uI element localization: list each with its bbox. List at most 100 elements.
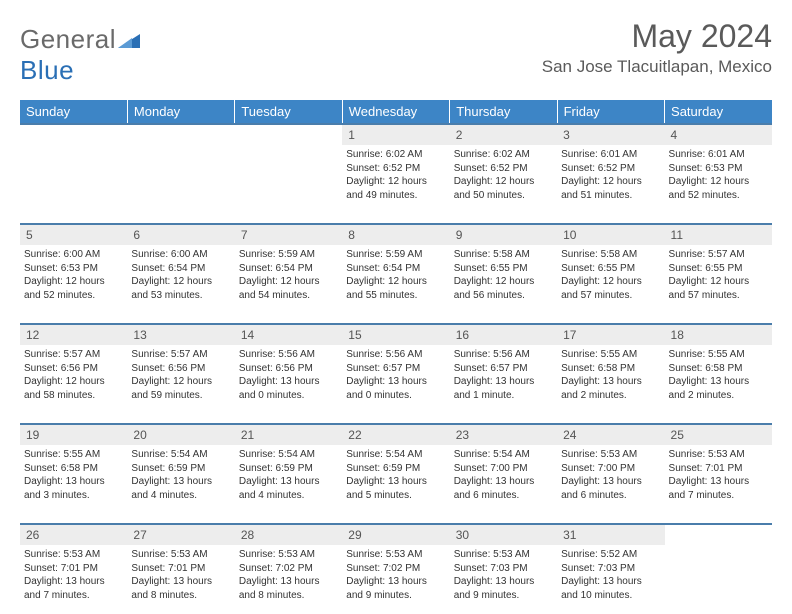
calendar-day-cell: 5Sunrise: 6:00 AMSunset: 6:53 PMDaylight… <box>20 224 127 314</box>
day-details: Sunrise: 5:53 AMSunset: 7:01 PMDaylight:… <box>665 445 772 506</box>
day-of-week-header: Friday <box>557 100 664 124</box>
day-number: 12 <box>20 325 127 345</box>
day-details: Sunrise: 5:54 AMSunset: 6:59 PMDaylight:… <box>127 445 234 506</box>
calendar-day-cell: 17Sunrise: 5:55 AMSunset: 6:58 PMDayligh… <box>557 324 664 414</box>
month-title: May 2024 <box>542 18 772 55</box>
day-details: Sunrise: 6:00 AMSunset: 6:54 PMDaylight:… <box>127 245 234 306</box>
calendar-body: 1Sunrise: 6:02 AMSunset: 6:52 PMDaylight… <box>20 124 772 614</box>
day-details: Sunrise: 6:02 AMSunset: 6:52 PMDaylight:… <box>342 145 449 206</box>
calendar-week-row: 1Sunrise: 6:02 AMSunset: 6:52 PMDaylight… <box>20 124 772 214</box>
day-number: 19 <box>20 425 127 445</box>
day-details: Sunrise: 5:58 AMSunset: 6:55 PMDaylight:… <box>450 245 557 306</box>
day-number: 5 <box>20 225 127 245</box>
day-details: Sunrise: 5:57 AMSunset: 6:56 PMDaylight:… <box>20 345 127 406</box>
calendar-day-cell: 24Sunrise: 5:53 AMSunset: 7:00 PMDayligh… <box>557 424 664 514</box>
day-number: 18 <box>665 325 772 345</box>
calendar-week-row: 12Sunrise: 5:57 AMSunset: 6:56 PMDayligh… <box>20 324 772 414</box>
spacer-row <box>20 214 772 224</box>
day-details: Sunrise: 5:59 AMSunset: 6:54 PMDaylight:… <box>342 245 449 306</box>
day-of-week-header: Monday <box>127 100 234 124</box>
brand-logo: GeneralBlue <box>20 18 140 86</box>
page-header: GeneralBlue May 2024 San Jose Tlacuitlap… <box>20 18 772 86</box>
day-number: 8 <box>342 225 449 245</box>
day-number: 16 <box>450 325 557 345</box>
day-of-week-row: SundayMondayTuesdayWednesdayThursdayFrid… <box>20 100 772 124</box>
calendar-day-cell: 27Sunrise: 5:53 AMSunset: 7:01 PMDayligh… <box>127 524 234 614</box>
day-number: 11 <box>665 225 772 245</box>
day-number: 26 <box>20 525 127 545</box>
calendar-day-cell: 25Sunrise: 5:53 AMSunset: 7:01 PMDayligh… <box>665 424 772 514</box>
spacer-row <box>20 514 772 524</box>
calendar-day-cell: 3Sunrise: 6:01 AMSunset: 6:52 PMDaylight… <box>557 124 664 214</box>
calendar-day-cell: 12Sunrise: 5:57 AMSunset: 6:56 PMDayligh… <box>20 324 127 414</box>
title-block: May 2024 San Jose Tlacuitlapan, Mexico <box>542 18 772 77</box>
day-details: Sunrise: 5:58 AMSunset: 6:55 PMDaylight:… <box>557 245 664 306</box>
calendar-day-cell: 21Sunrise: 5:54 AMSunset: 6:59 PMDayligh… <box>235 424 342 514</box>
brand-triangle-icon <box>118 24 140 55</box>
brand-text: GeneralBlue <box>20 24 140 86</box>
calendar-day-cell: 23Sunrise: 5:54 AMSunset: 7:00 PMDayligh… <box>450 424 557 514</box>
day-of-week-header: Thursday <box>450 100 557 124</box>
day-details: Sunrise: 5:52 AMSunset: 7:03 PMDaylight:… <box>557 545 664 606</box>
day-details: Sunrise: 5:53 AMSunset: 7:02 PMDaylight:… <box>235 545 342 606</box>
day-details: Sunrise: 5:57 AMSunset: 6:56 PMDaylight:… <box>127 345 234 406</box>
day-details: Sunrise: 6:00 AMSunset: 6:53 PMDaylight:… <box>20 245 127 306</box>
day-number: 3 <box>557 125 664 145</box>
day-number: 1 <box>342 125 449 145</box>
day-number: 20 <box>127 425 234 445</box>
day-number: 7 <box>235 225 342 245</box>
day-number: 23 <box>450 425 557 445</box>
calendar-day-cell: 2Sunrise: 6:02 AMSunset: 6:52 PMDaylight… <box>450 124 557 214</box>
calendar-day-cell: 11Sunrise: 5:57 AMSunset: 6:55 PMDayligh… <box>665 224 772 314</box>
calendar-day-cell: 18Sunrise: 5:55 AMSunset: 6:58 PMDayligh… <box>665 324 772 414</box>
day-details: Sunrise: 5:55 AMSunset: 6:58 PMDaylight:… <box>557 345 664 406</box>
day-number: 6 <box>127 225 234 245</box>
calendar-day-cell: 15Sunrise: 5:56 AMSunset: 6:57 PMDayligh… <box>342 324 449 414</box>
day-number: 28 <box>235 525 342 545</box>
calendar-day-cell <box>235 124 342 214</box>
day-details: Sunrise: 5:53 AMSunset: 7:03 PMDaylight:… <box>450 545 557 606</box>
calendar-day-cell: 19Sunrise: 5:55 AMSunset: 6:58 PMDayligh… <box>20 424 127 514</box>
calendar-table: SundayMondayTuesdayWednesdayThursdayFrid… <box>20 100 772 614</box>
day-number: 27 <box>127 525 234 545</box>
calendar-day-cell: 22Sunrise: 5:54 AMSunset: 6:59 PMDayligh… <box>342 424 449 514</box>
day-of-week-header: Wednesday <box>342 100 449 124</box>
day-number: 14 <box>235 325 342 345</box>
calendar-week-row: 19Sunrise: 5:55 AMSunset: 6:58 PMDayligh… <box>20 424 772 514</box>
calendar-day-cell <box>20 124 127 214</box>
day-details: Sunrise: 5:55 AMSunset: 6:58 PMDaylight:… <box>20 445 127 506</box>
day-number: 10 <box>557 225 664 245</box>
location-subtitle: San Jose Tlacuitlapan, Mexico <box>542 57 772 77</box>
calendar-week-row: 5Sunrise: 6:00 AMSunset: 6:53 PMDaylight… <box>20 224 772 314</box>
calendar-day-cell: 8Sunrise: 5:59 AMSunset: 6:54 PMDaylight… <box>342 224 449 314</box>
day-details: Sunrise: 5:59 AMSunset: 6:54 PMDaylight:… <box>235 245 342 306</box>
calendar-day-cell: 28Sunrise: 5:53 AMSunset: 7:02 PMDayligh… <box>235 524 342 614</box>
day-details: Sunrise: 6:02 AMSunset: 6:52 PMDaylight:… <box>450 145 557 206</box>
day-number: 9 <box>450 225 557 245</box>
day-details: Sunrise: 5:54 AMSunset: 6:59 PMDaylight:… <box>235 445 342 506</box>
calendar-day-cell: 4Sunrise: 6:01 AMSunset: 6:53 PMDaylight… <box>665 124 772 214</box>
calendar-day-cell: 20Sunrise: 5:54 AMSunset: 6:59 PMDayligh… <box>127 424 234 514</box>
day-details: Sunrise: 5:53 AMSunset: 7:01 PMDaylight:… <box>127 545 234 606</box>
day-details: Sunrise: 5:54 AMSunset: 7:00 PMDaylight:… <box>450 445 557 506</box>
calendar-day-cell: 30Sunrise: 5:53 AMSunset: 7:03 PMDayligh… <box>450 524 557 614</box>
calendar-day-cell <box>127 124 234 214</box>
day-details: Sunrise: 5:53 AMSunset: 7:02 PMDaylight:… <box>342 545 449 606</box>
calendar-day-cell: 16Sunrise: 5:56 AMSunset: 6:57 PMDayligh… <box>450 324 557 414</box>
spacer-row <box>20 414 772 424</box>
day-number: 24 <box>557 425 664 445</box>
calendar-week-row: 26Sunrise: 5:53 AMSunset: 7:01 PMDayligh… <box>20 524 772 614</box>
day-number: 2 <box>450 125 557 145</box>
calendar-day-cell: 1Sunrise: 6:02 AMSunset: 6:52 PMDaylight… <box>342 124 449 214</box>
day-number: 22 <box>342 425 449 445</box>
calendar-day-cell: 7Sunrise: 5:59 AMSunset: 6:54 PMDaylight… <box>235 224 342 314</box>
day-number: 21 <box>235 425 342 445</box>
brand-word-2: Blue <box>20 55 74 85</box>
day-number: 13 <box>127 325 234 345</box>
day-of-week-header: Sunday <box>20 100 127 124</box>
day-number: 25 <box>665 425 772 445</box>
calendar-day-cell: 14Sunrise: 5:56 AMSunset: 6:56 PMDayligh… <box>235 324 342 414</box>
calendar-day-cell: 31Sunrise: 5:52 AMSunset: 7:03 PMDayligh… <box>557 524 664 614</box>
day-number: 4 <box>665 125 772 145</box>
day-details: Sunrise: 5:56 AMSunset: 6:57 PMDaylight:… <box>342 345 449 406</box>
